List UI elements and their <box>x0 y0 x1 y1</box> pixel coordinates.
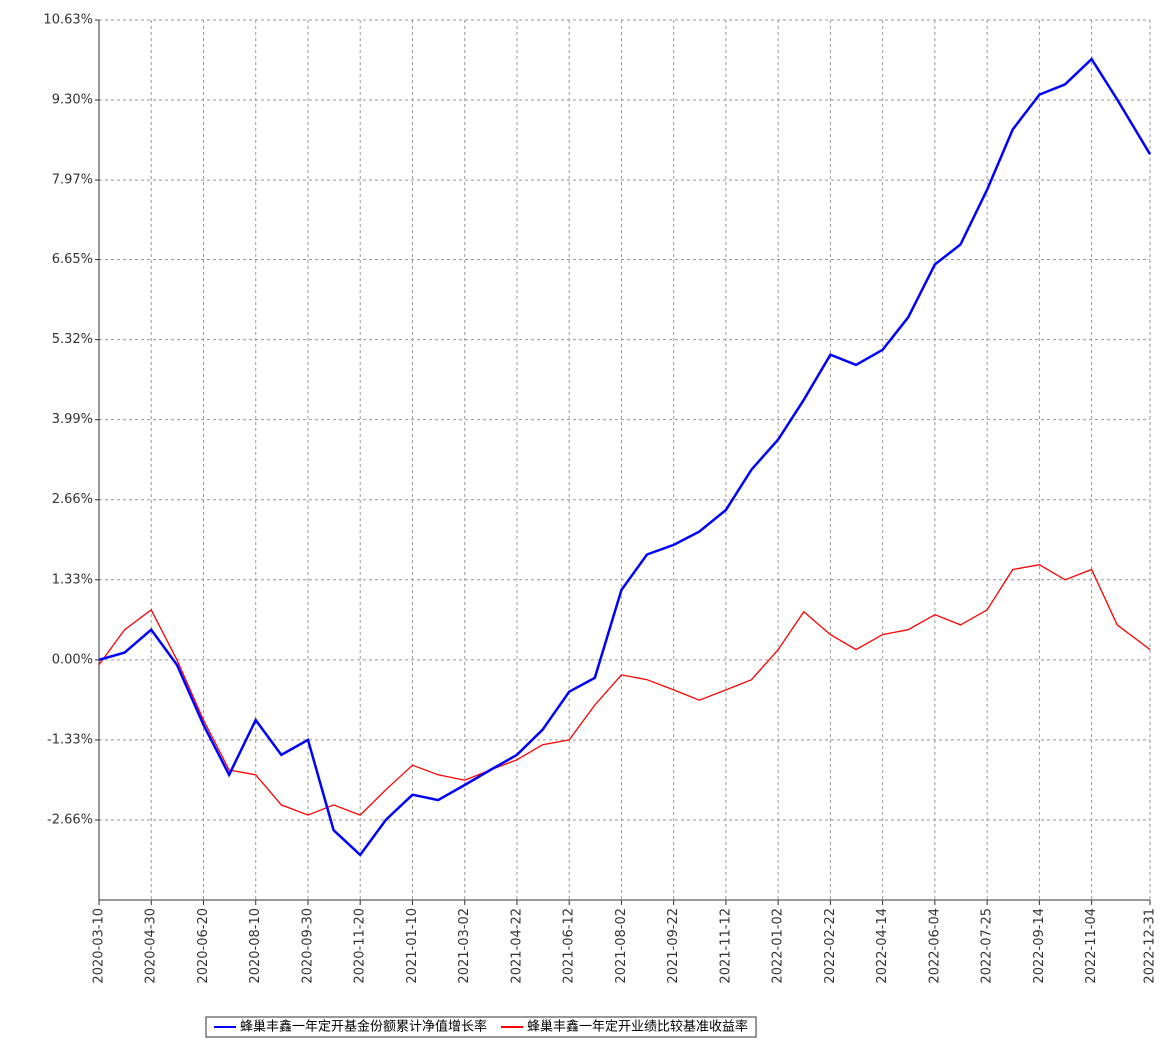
x-tick-label: 2022-07-25 <box>980 908 995 984</box>
legend-label: 蜂巢丰鑫一年定开基金份额累计净值增长率 <box>240 1019 487 1035</box>
y-tick-label: 5.32% <box>52 332 93 347</box>
y-tick-label: 3.99% <box>52 412 93 427</box>
legend-label: 蜂巢丰鑫一年定开业绩比较基准收益率 <box>527 1019 748 1035</box>
x-tick-label: 2020-04-30 <box>144 908 159 984</box>
plot-area <box>99 20 1150 900</box>
x-tick-label: 2022-01-02 <box>771 908 786 984</box>
x-tick-label: 2021-08-02 <box>614 908 629 984</box>
legend: 蜂巢丰鑫一年定开基金份额累计净值增长率 蜂巢丰鑫一年定开业绩比较基准收益率 <box>205 1016 757 1038</box>
legend-box <box>205 1016 757 1038</box>
x-tick-label: 2021-04-22 <box>509 908 524 984</box>
y-tick-label: -2.66% <box>47 812 93 827</box>
x-tick-label: 2021-09-22 <box>666 908 681 984</box>
x-tick-label: 2022-12-31 <box>1143 908 1158 984</box>
x-tick-label: 2020-08-10 <box>248 908 263 984</box>
y-tick-label: 9.30% <box>52 93 93 108</box>
x-tick-label: 2022-11-04 <box>1084 908 1099 984</box>
x-tick-label: 2022-06-04 <box>927 908 942 984</box>
y-tick-label: 2.66% <box>52 492 93 507</box>
y-tick-label: 0.00% <box>52 652 93 667</box>
x-tick-label: 2020-11-20 <box>353 908 368 984</box>
x-tick-label: 2022-04-14 <box>875 908 890 984</box>
x-tick-label: 2020-09-30 <box>300 908 315 984</box>
y-tick-label: 6.65% <box>52 252 93 267</box>
y-tick-label: 1.33% <box>52 572 93 587</box>
x-tick-label: 2021-03-02 <box>457 908 472 984</box>
x-tick-label: 2021-01-10 <box>405 908 420 984</box>
x-tick-label: 2020-03-10 <box>92 908 107 984</box>
y-tick-label: -1.33% <box>47 732 93 747</box>
x-tick-label: 2022-09-14 <box>1032 908 1047 984</box>
x-tick-label: 2021-11-12 <box>718 908 733 984</box>
y-tick-label: 10.63% <box>43 13 93 28</box>
series-line <box>98 564 1151 816</box>
y-tick-label: 7.97% <box>52 173 93 188</box>
series-line <box>98 57 1152 857</box>
x-tick-label: 2021-06-12 <box>562 908 577 984</box>
x-tick-label: 2020-06-20 <box>196 908 211 984</box>
x-tick-label: 2022-02-22 <box>823 908 838 984</box>
